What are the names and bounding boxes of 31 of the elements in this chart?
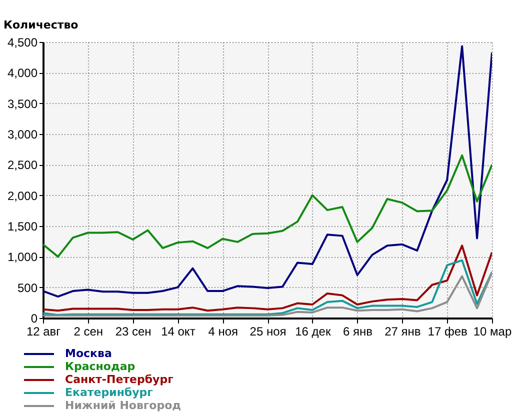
y-tick-label: 3,500 xyxy=(7,96,38,111)
x-tick-label: 14 окт xyxy=(161,324,196,338)
x-tick-label: 6 янв xyxy=(343,324,373,338)
x-tick-label: 25 ноя xyxy=(250,324,286,338)
y-tick-label: 0 xyxy=(30,312,38,326)
legend-label: Москва xyxy=(65,347,112,360)
line-series xyxy=(43,45,492,298)
line-series xyxy=(43,154,492,258)
y-tick-label: 2,500 xyxy=(7,158,38,172)
y-tick-label: 4,000 xyxy=(7,66,38,80)
y-tick-label: 4,500 xyxy=(7,36,38,50)
legend-label: Краснодар xyxy=(65,360,136,373)
line-series xyxy=(43,259,492,316)
x-tick-label: 10 мар xyxy=(473,324,512,338)
y-tick-label: 2,000 xyxy=(7,188,38,203)
y-tick-label: 3,000 xyxy=(7,128,38,142)
y-axis-title: Количество xyxy=(4,18,79,32)
y-tick-label: 500 xyxy=(17,280,38,295)
x-tick-label: 16 дек xyxy=(295,324,332,338)
legend-label: Екатеринбург xyxy=(65,386,154,399)
y-tick-label: 1,500 xyxy=(7,220,38,234)
x-tick-label: 27 янв xyxy=(384,324,421,338)
x-tick-label: 2 сен xyxy=(74,324,104,338)
x-tick-label: 12 авг xyxy=(26,324,62,338)
x-tick-label: 4 ноя xyxy=(208,324,238,338)
legend-label: Нижний Новгород xyxy=(65,399,182,412)
x-tick-label: 23 сен xyxy=(115,324,152,338)
y-tick-label: 1,000 xyxy=(7,250,38,264)
legend-label: Санкт-Петербург xyxy=(65,373,174,386)
x-tick-label: 17 фев xyxy=(428,324,468,338)
line-series xyxy=(43,244,492,312)
